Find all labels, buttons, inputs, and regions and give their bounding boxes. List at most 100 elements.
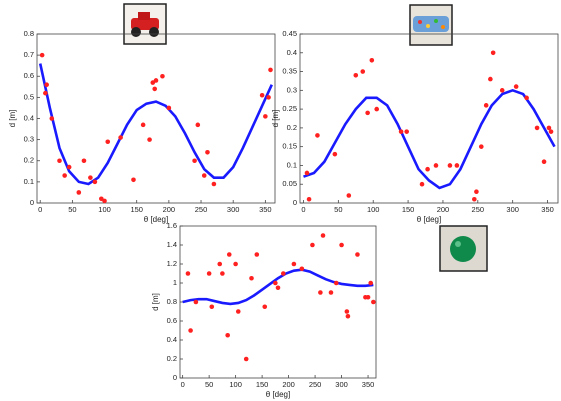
- data-point: [93, 180, 98, 185]
- y-tick-label: 1.4: [167, 240, 177, 249]
- x-tick-label: 350: [541, 205, 554, 214]
- data-point: [118, 135, 123, 140]
- data-point: [292, 262, 297, 267]
- y-tick-label: 0.05: [282, 179, 297, 188]
- data-point: [318, 290, 323, 295]
- data-point: [514, 84, 519, 89]
- data-point: [202, 173, 207, 178]
- data-point: [266, 95, 271, 100]
- data-point: [194, 300, 199, 305]
- data-point: [167, 106, 172, 111]
- data-point: [260, 93, 265, 98]
- y-tick-label: 0.15: [282, 142, 297, 151]
- data-point: [244, 357, 249, 362]
- y-tick-label: 0.3: [287, 85, 297, 94]
- y-tick-label: 0: [173, 373, 177, 382]
- y-tick-label: 0.8: [167, 297, 177, 306]
- data-point: [542, 159, 547, 164]
- data-point: [49, 116, 54, 121]
- data-point: [500, 88, 505, 93]
- data-point: [355, 252, 360, 257]
- y-tick-label: 0.2: [287, 123, 297, 132]
- x-tick-label: 100: [229, 380, 242, 389]
- x-tick-label: 350: [259, 205, 272, 214]
- data-point: [227, 252, 232, 257]
- data-point: [305, 171, 310, 176]
- data-point: [236, 309, 241, 314]
- y-tick-label: 0.3: [24, 135, 34, 144]
- data-point: [82, 158, 87, 163]
- y-tick-label: 0.4: [24, 113, 34, 122]
- data-point: [307, 197, 312, 202]
- data-point: [209, 304, 214, 309]
- data-point: [249, 276, 254, 281]
- data-point: [346, 314, 351, 319]
- data-point: [44, 82, 49, 87]
- data-point: [192, 158, 197, 163]
- x-tick-label: 50: [205, 380, 213, 389]
- data-point: [347, 193, 352, 198]
- data-point: [205, 150, 210, 155]
- data-point: [40, 53, 45, 58]
- y-tick-label: 0.1: [24, 177, 34, 186]
- x-tick-label: 50: [68, 205, 76, 214]
- y-tick-label: 0: [30, 198, 34, 207]
- data-point: [152, 87, 157, 92]
- data-point: [479, 144, 484, 149]
- data-point: [474, 189, 479, 194]
- x-tick-label: 0: [301, 205, 305, 214]
- data-point: [374, 107, 379, 112]
- x-axis-label: θ [deg]: [266, 390, 290, 399]
- x-tick-label: 100: [98, 205, 111, 214]
- x-tick-label: 200: [163, 205, 176, 214]
- data-point: [67, 165, 72, 170]
- data-point: [160, 74, 165, 79]
- data-point: [281, 271, 286, 276]
- background: [0, 0, 561, 401]
- x-tick-label: 250: [195, 205, 208, 214]
- data-point: [310, 243, 315, 248]
- data-point: [368, 281, 373, 286]
- data-point: [366, 295, 371, 300]
- x-tick-label: 150: [256, 380, 269, 389]
- x-axis-label: θ [deg]: [417, 215, 441, 224]
- y-tick-label: 0.6: [167, 316, 177, 325]
- data-point: [371, 300, 376, 305]
- data-point: [212, 182, 217, 187]
- data-point: [57, 158, 62, 163]
- y-tick-label: 0.2: [24, 156, 34, 165]
- data-point: [370, 58, 375, 63]
- x-tick-label: 150: [130, 205, 143, 214]
- x-tick-label: 250: [472, 205, 485, 214]
- data-point: [141, 123, 146, 128]
- y-tick-label: 0.1: [287, 160, 297, 169]
- x-tick-label: 300: [335, 380, 348, 389]
- data-point: [220, 271, 225, 276]
- data-point: [255, 252, 260, 257]
- data-point: [43, 91, 48, 96]
- y-tick-label: 0.35: [282, 67, 297, 76]
- data-point: [524, 96, 529, 101]
- y-axis-label: d [m]: [151, 293, 160, 311]
- photo-green-ball: [440, 226, 487, 271]
- data-point: [353, 73, 358, 78]
- data-point: [434, 163, 439, 168]
- data-point: [420, 182, 425, 187]
- data-point: [455, 163, 460, 168]
- y-tick-label: 0.4: [287, 48, 297, 57]
- y-tick-label: 0.7: [24, 50, 34, 59]
- x-tick-label: 100: [367, 205, 380, 214]
- data-point: [491, 50, 496, 55]
- data-point: [399, 129, 404, 134]
- y-tick-label: 1.6: [167, 221, 177, 230]
- y-tick-label: 0.8: [24, 29, 34, 38]
- y-tick-label: 0.6: [24, 71, 34, 80]
- data-point: [263, 114, 268, 119]
- figure: 00.10.20.30.40.50.60.70.8050100150200250…: [0, 0, 561, 401]
- y-axis-label: d [m]: [8, 110, 17, 128]
- data-point: [334, 281, 339, 286]
- data-point: [88, 175, 93, 180]
- y-tick-label: 1.2: [167, 259, 177, 268]
- data-point: [549, 129, 554, 134]
- data-point: [535, 126, 540, 131]
